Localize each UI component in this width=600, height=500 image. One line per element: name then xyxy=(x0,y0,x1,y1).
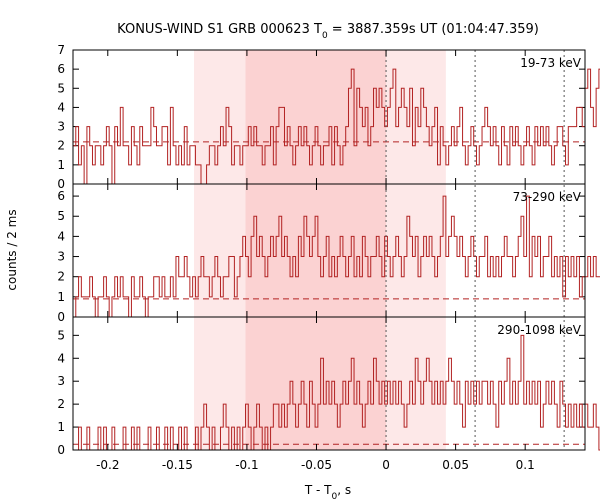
y-tick-label: 2 xyxy=(57,270,65,284)
panel-290-1098-kev: 0 1 2 3 4 5 290-1098 keV xyxy=(57,323,600,457)
y-tick-label: 6 xyxy=(57,189,65,203)
y-tick-label: 2 xyxy=(57,397,65,411)
x-tick-label: -0.1 xyxy=(235,458,258,472)
x-tick-label: 0 xyxy=(382,458,390,472)
y-tick-label: 4 xyxy=(57,100,65,114)
y-tick-label: 1 xyxy=(57,420,65,434)
light-curve-series xyxy=(73,195,600,318)
y-tick-label: 2 xyxy=(57,139,65,153)
x-axis-ticks: -0.2 -0.15 -0.1 -0.05 0 0.05 0.1 xyxy=(96,50,535,472)
energy-band-label: 19-73 keV xyxy=(520,56,582,70)
energy-band-label: 73-290 keV xyxy=(513,190,582,204)
y-tick-label: 6 xyxy=(57,62,65,76)
y-tick-label: 5 xyxy=(57,81,65,95)
x-axis-label: T - T0, s xyxy=(304,483,351,500)
x-tick-label: -0.15 xyxy=(162,458,193,472)
y-tick-label: 5 xyxy=(57,209,65,223)
y-tick-label: 0 xyxy=(57,443,65,457)
y-tick-label: 5 xyxy=(57,328,65,342)
shaded-intervals xyxy=(194,50,446,450)
panel-frames xyxy=(72,49,586,451)
y-tick-label: 3 xyxy=(57,374,65,388)
y-tick-label: 3 xyxy=(57,120,65,134)
y-tick-label: 1 xyxy=(57,290,65,304)
chart-title: KONUS-WIND S1 GRB 000623 T0 = 3887.359s … xyxy=(117,22,539,41)
y-tick-label: 1 xyxy=(57,158,65,172)
y-tick-label: 4 xyxy=(57,229,65,243)
light-curve-series xyxy=(73,334,600,451)
energy-band-label: 290-1098 keV xyxy=(497,323,581,337)
y-tick-label: 3 xyxy=(57,250,65,264)
light-curve-series xyxy=(73,68,600,185)
x-tick-label: -0.2 xyxy=(96,458,119,472)
panel-frame-bottom xyxy=(72,316,586,451)
x-tick-label: 0.1 xyxy=(516,458,535,472)
vertical-dotted-lines xyxy=(385,50,565,450)
y-tick-label: 4 xyxy=(57,351,65,365)
y-axis-label: counts / 2 ms xyxy=(5,209,19,290)
y-tick-label: 0 xyxy=(57,310,65,324)
y-tick-label: 7 xyxy=(57,43,65,57)
y-tick-label: 0 xyxy=(57,177,65,191)
x-tick-label: 0.05 xyxy=(442,458,469,472)
x-tick-label: -0.05 xyxy=(301,458,332,472)
